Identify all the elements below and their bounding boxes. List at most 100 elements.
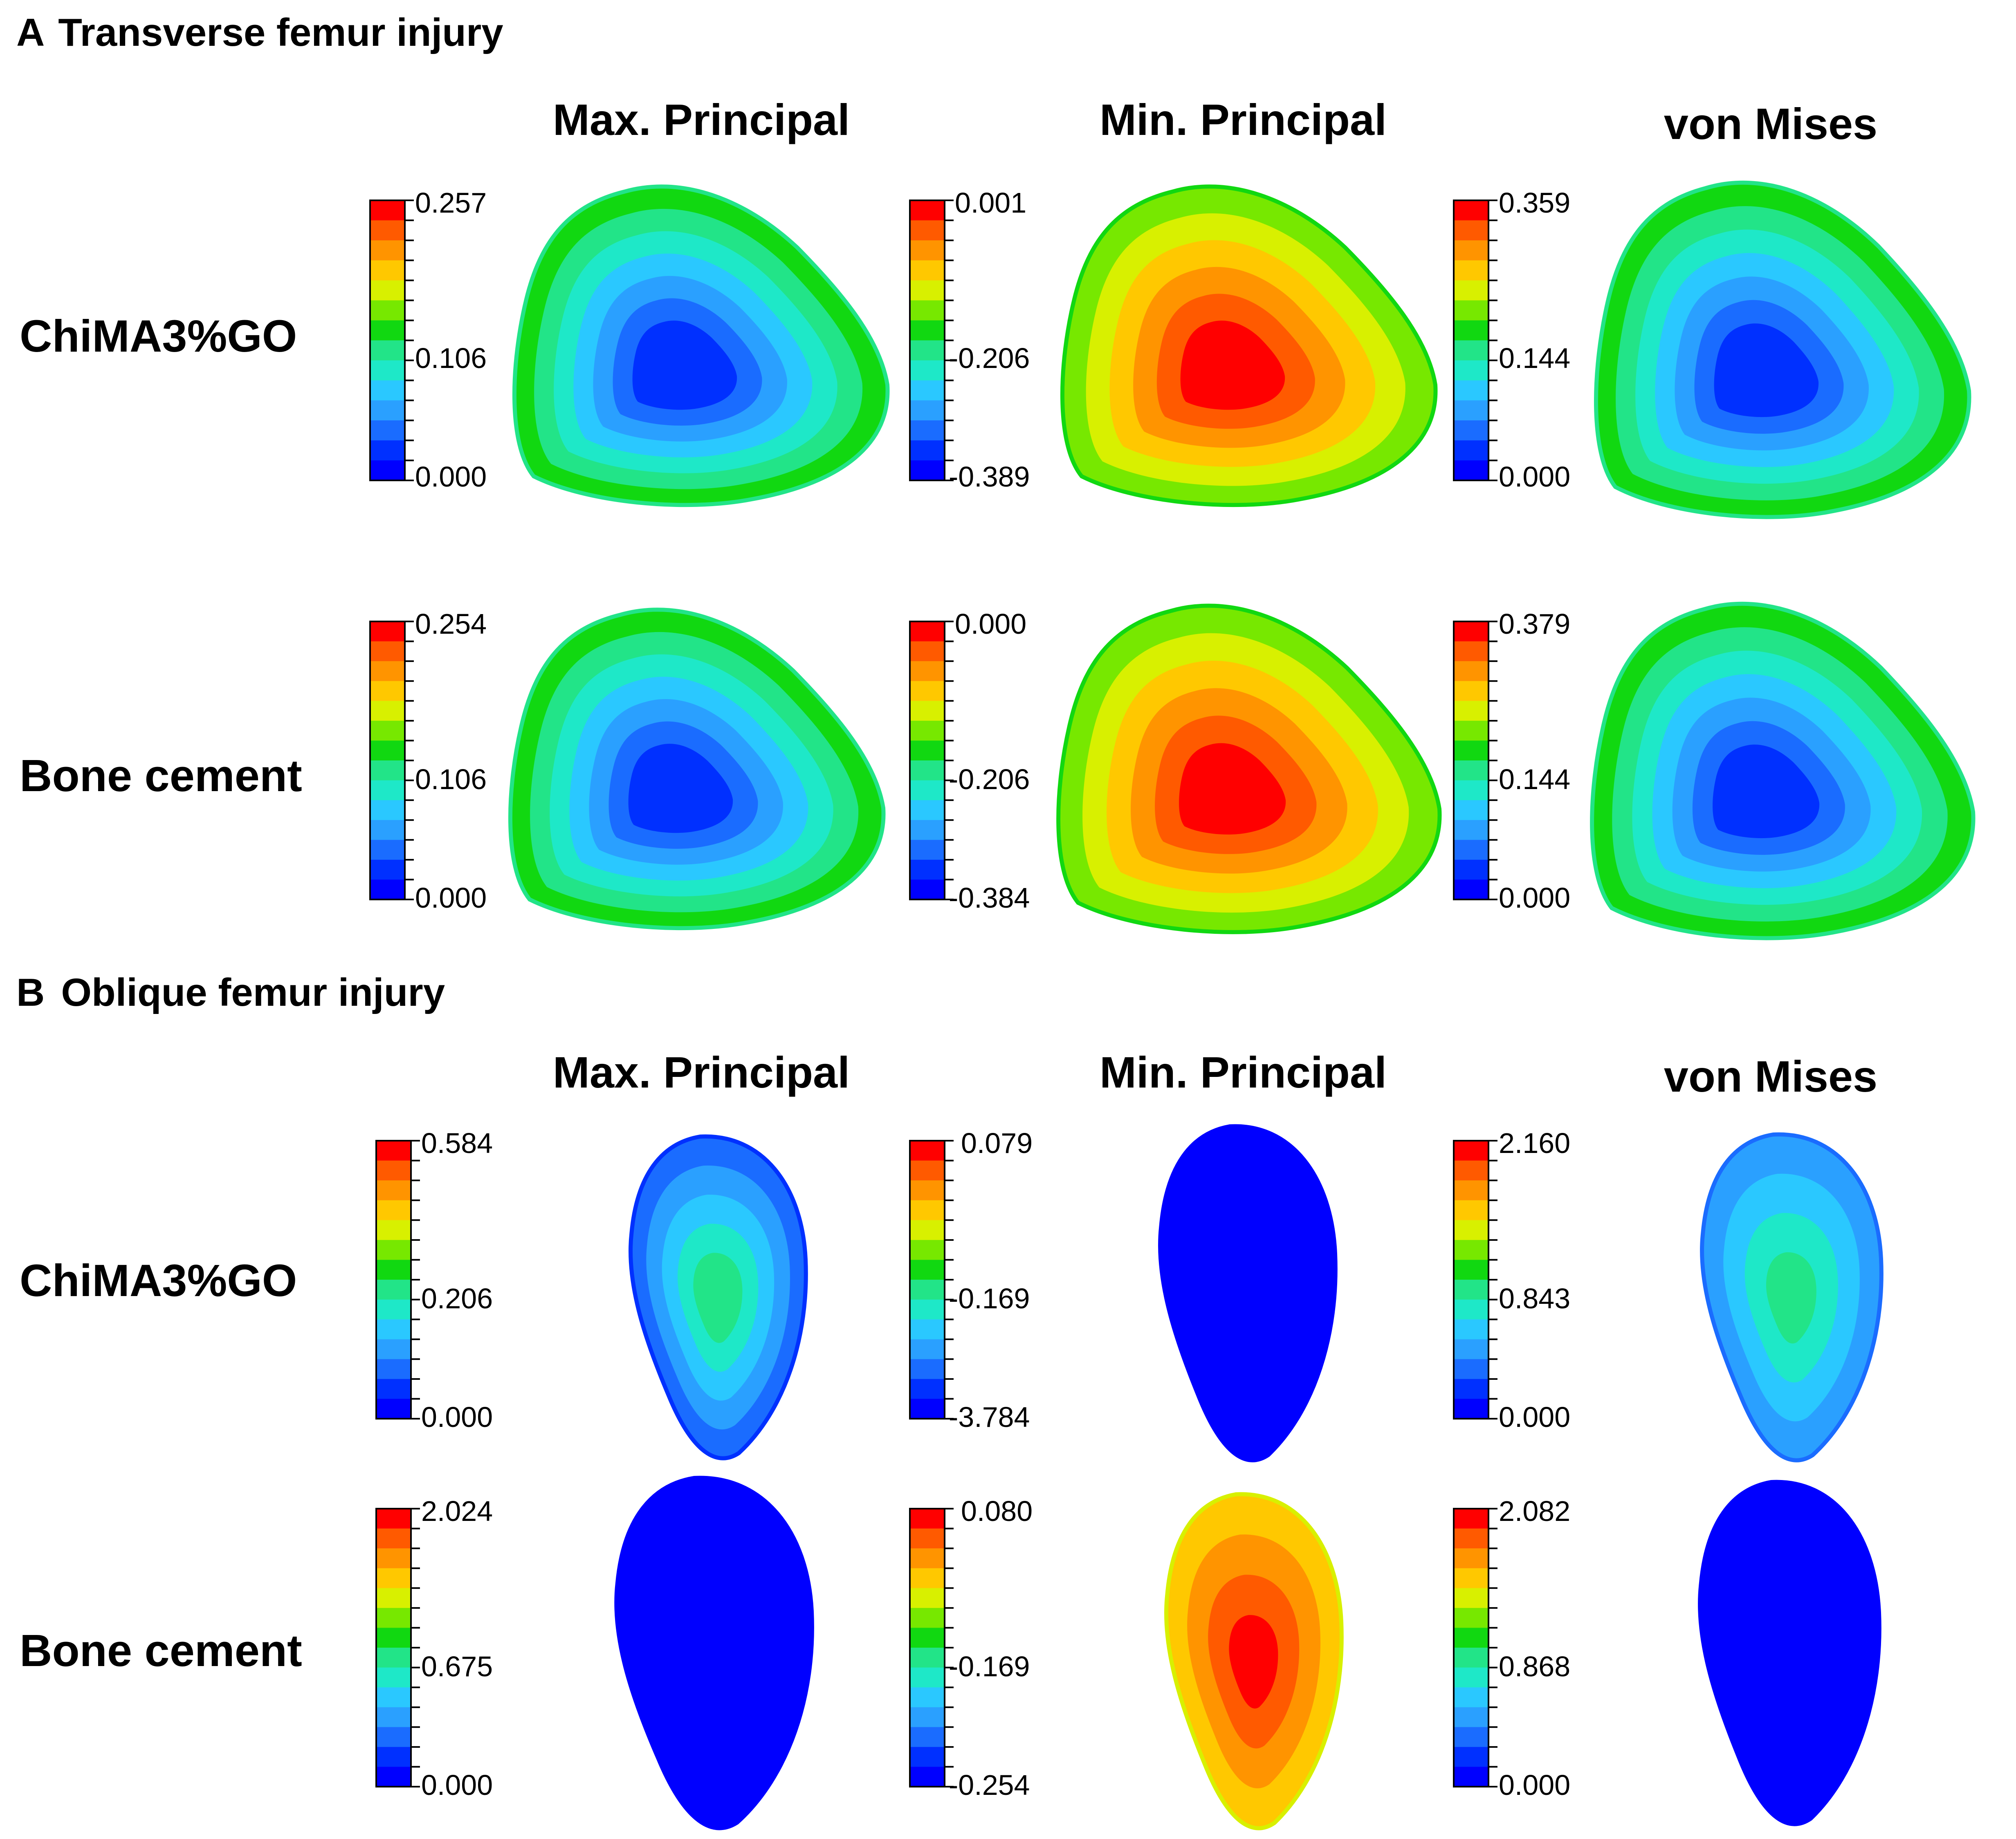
colorbar-segment bbox=[1454, 1399, 1488, 1419]
colorbar-segment bbox=[1454, 320, 1488, 341]
colorbar-segment bbox=[910, 1141, 945, 1161]
colorbar-segment bbox=[376, 1767, 411, 1787]
colorbar-border bbox=[1453, 1140, 1489, 1420]
stress-contour-band bbox=[693, 1253, 743, 1343]
panel-a-col-max-principal: Max. Principal bbox=[553, 95, 850, 144]
contour-plot bbox=[1698, 1480, 1881, 1826]
colorbar-segment bbox=[910, 859, 945, 880]
colorbar-max-label: 0.257 bbox=[415, 187, 487, 219]
colorbar-segment bbox=[370, 820, 405, 840]
colorbar-segment bbox=[370, 380, 405, 401]
colorbar-border bbox=[1453, 200, 1489, 481]
colorbar-segment bbox=[376, 1667, 411, 1688]
colorbar-segment bbox=[376, 1509, 411, 1529]
colorbar: 2.160 0.843 0.000 bbox=[1453, 1127, 1570, 1433]
colorbar-segment bbox=[1454, 1319, 1488, 1340]
colorbar-max-label: 0.080 bbox=[961, 1495, 1033, 1527]
colorbar-border bbox=[369, 621, 406, 900]
stress-contour-band bbox=[1229, 1615, 1278, 1709]
colorbar-mid-label: 0.106 bbox=[415, 763, 487, 795]
colorbar-border bbox=[369, 200, 406, 481]
colorbar-segment bbox=[910, 681, 945, 701]
colorbar-max-label: 2.160 bbox=[1499, 1127, 1570, 1159]
colorbar-segment bbox=[910, 380, 945, 401]
colorbar: 0.080 -0.169 -0.254 bbox=[909, 1495, 1033, 1801]
colorbar-segment bbox=[1454, 1687, 1488, 1708]
colorbar-segment bbox=[1454, 1608, 1488, 1628]
stress-contour-band bbox=[1764, 1606, 1814, 1702]
colorbar-segment bbox=[1454, 360, 1488, 381]
panel-b-col-max-principal: Max. Principal bbox=[553, 1047, 850, 1097]
colorbar-segment bbox=[910, 460, 945, 481]
colorbar-mid-label: 0.843 bbox=[1499, 1283, 1570, 1314]
colorbar-segment bbox=[370, 840, 405, 860]
colorbar-segment bbox=[910, 1608, 945, 1628]
panel-b-title: B Oblique femur injury bbox=[16, 971, 445, 1014]
colorbar-segment bbox=[376, 1568, 411, 1588]
colorbar-segment bbox=[910, 260, 945, 281]
colorbar-segment bbox=[1454, 859, 1488, 880]
colorbar-segment bbox=[370, 440, 405, 461]
colorbar-segment bbox=[910, 1707, 945, 1727]
colorbar: 0.001 -0.206 -0.389 bbox=[909, 187, 1030, 493]
colorbar-max-label: 0.359 bbox=[1499, 187, 1570, 219]
colorbar: 0.359 0.144 0.000 bbox=[1453, 187, 1570, 493]
colorbar-segment bbox=[910, 1509, 945, 1529]
panel-a-letter: A bbox=[16, 11, 44, 54]
colorbar-mid-label: -0.169 bbox=[949, 1651, 1030, 1682]
stress-contour-band bbox=[1713, 745, 1820, 839]
colorbar-mid-label: 0.106 bbox=[415, 342, 487, 374]
colorbar-segment bbox=[376, 1359, 411, 1379]
colorbar-segment bbox=[910, 661, 945, 682]
colorbar-segment bbox=[376, 1747, 411, 1767]
colorbar-segment bbox=[370, 400, 405, 421]
colorbar-segment bbox=[1454, 701, 1488, 721]
colorbar-segment bbox=[1454, 340, 1488, 361]
colorbar-segment bbox=[910, 701, 945, 721]
colorbar-segment bbox=[1454, 260, 1488, 281]
colorbar-segment bbox=[1454, 1509, 1488, 1529]
colorbar-segment bbox=[1454, 840, 1488, 860]
colorbar-segment bbox=[910, 1747, 945, 1767]
colorbar-segment bbox=[1454, 1240, 1488, 1260]
colorbar-segment bbox=[910, 1667, 945, 1688]
colorbar-segment bbox=[1454, 879, 1488, 900]
colorbar-segment bbox=[376, 1280, 411, 1300]
colorbar-segment bbox=[910, 1767, 945, 1787]
panel-b-letter: B bbox=[16, 971, 45, 1014]
colorbar-segment bbox=[1454, 1141, 1488, 1161]
panel-b-title-text: Oblique femur injury bbox=[61, 971, 445, 1014]
colorbar-segment bbox=[376, 1260, 411, 1280]
colorbar-border bbox=[1453, 621, 1489, 900]
colorbar-segment bbox=[910, 1399, 945, 1419]
contour-plot bbox=[629, 1134, 808, 1460]
colorbar-segment bbox=[376, 1727, 411, 1747]
colorbar-segment bbox=[1454, 220, 1488, 241]
colorbar-segment bbox=[1454, 240, 1488, 261]
panel-a-row-chima: ChiMA3%GO bbox=[20, 311, 297, 361]
colorbar-segment bbox=[370, 240, 405, 261]
colorbar-segment bbox=[1454, 1220, 1488, 1240]
colorbar-min-label: -3.784 bbox=[949, 1401, 1030, 1433]
colorbar-segment bbox=[376, 1299, 411, 1320]
colorbar-mid-label: 0.675 bbox=[421, 1651, 493, 1682]
colorbar-segment bbox=[910, 840, 945, 860]
colorbar-segment bbox=[910, 240, 945, 261]
colorbar-segment bbox=[1454, 1727, 1488, 1747]
colorbar-segment bbox=[910, 1260, 945, 1280]
colorbar-segment bbox=[370, 340, 405, 361]
colorbar-max-label: 0.584 bbox=[421, 1127, 493, 1159]
colorbar-mid-label: -0.206 bbox=[949, 342, 1030, 374]
colorbar-segment bbox=[376, 1379, 411, 1399]
colorbar-segment bbox=[1454, 1588, 1488, 1608]
colorbar-segment bbox=[370, 641, 405, 662]
colorbar-segment bbox=[376, 1180, 411, 1201]
colorbar-mid-label: -0.206 bbox=[949, 763, 1030, 795]
colorbar-mid-label: 0.206 bbox=[421, 1283, 493, 1314]
colorbar-segment bbox=[910, 800, 945, 821]
colorbar-segment bbox=[370, 859, 405, 880]
colorbar-segment bbox=[1454, 820, 1488, 840]
colorbar-segment bbox=[910, 320, 945, 341]
colorbar-segment bbox=[1454, 1667, 1488, 1688]
